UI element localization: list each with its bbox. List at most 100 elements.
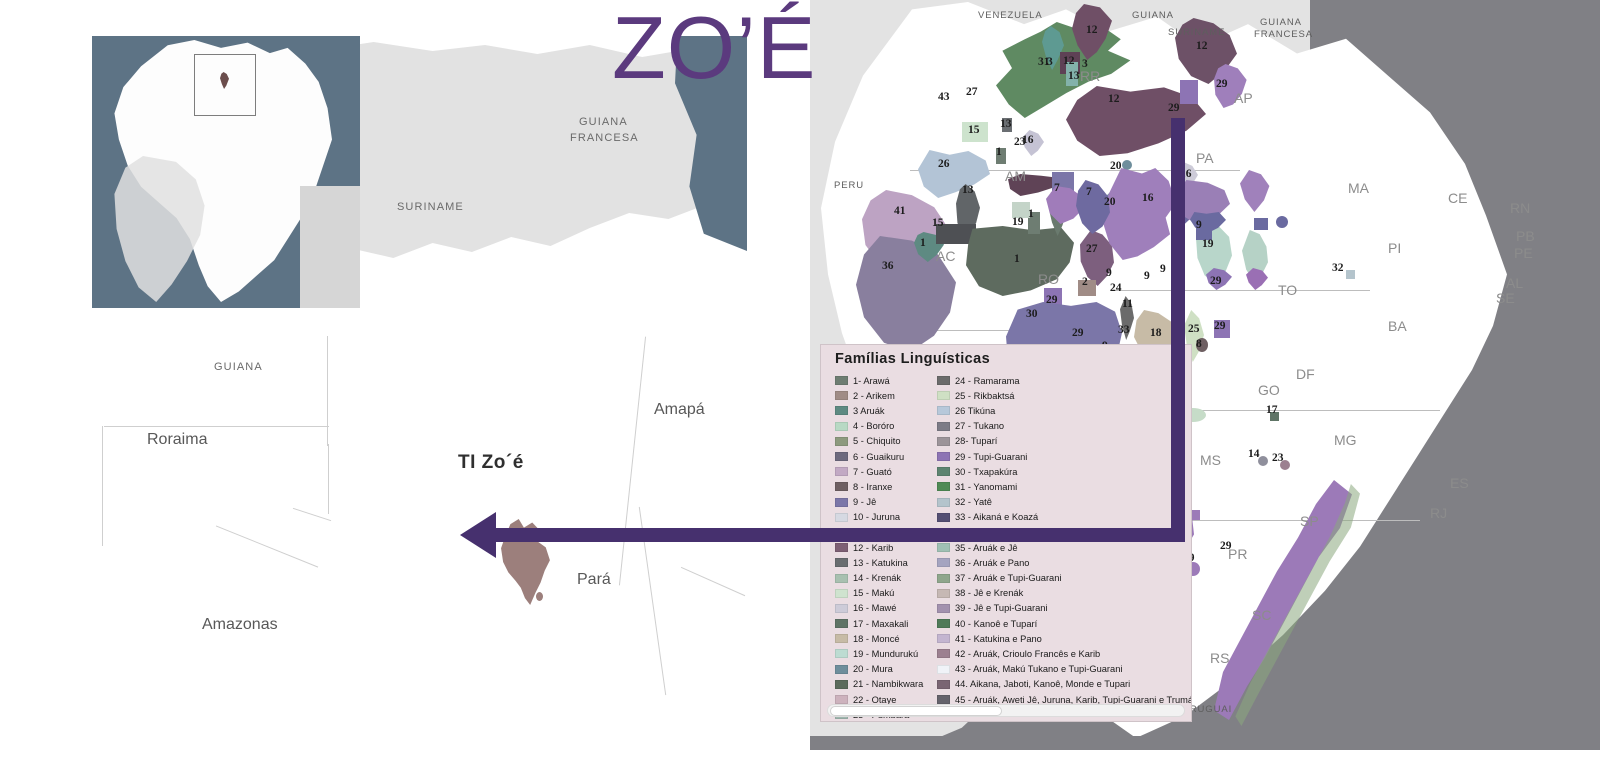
state-label-mg: MG [1334,432,1357,448]
territory-je-9-ma4 [1276,216,1288,228]
territory-number-14: 14 [1248,448,1260,460]
locator-highlight-box [194,54,256,116]
legend-swatch-40 [937,619,950,629]
legend-swatch-21 [835,679,848,689]
border-amazonas-west [102,426,104,546]
state-label-para: Pará [577,571,611,588]
border-roraima-para [327,336,329,446]
territory-number-20b: 20 [1104,196,1116,208]
legend-swatch-3 [835,406,848,416]
territory-number-29e: 29 [1072,327,1084,339]
state-label-pb: PB [1516,228,1535,244]
legend-item-15: 15 - Makú [835,586,931,601]
legend-swatch-38 [937,588,950,598]
state-label-amapa: Amapá [654,401,705,418]
territory-mawe-16-pa [1022,130,1044,156]
legend-label-3: 3 Aruák [853,405,885,416]
state-boundaries-overlay [910,170,1240,171]
legend-swatch-42 [937,649,950,659]
legend-label-26: 26 Tikúna [955,405,996,416]
legend-label-40: 40 - Kanoê e Tuparí [955,618,1038,629]
territory-number-1b: 1 [1028,208,1034,220]
legend-swatch-12 [835,543,848,553]
state-label-pe: PE [1514,245,1533,261]
border-amazonas-para-lower [292,507,332,522]
legend-item-32: 32 - Yatê [937,495,1191,510]
state-label-pi: PI [1388,240,1402,256]
legend-item-27: 27 - Tukano [937,419,1191,434]
territory-number-23a: 23 [1014,136,1026,148]
legend-swatch-29 [937,452,950,462]
legend-swatch-1 [835,376,848,386]
territory-katukina-13 [1002,118,1012,132]
state-boundary-2 [1110,290,1370,291]
legend-label-35: 35 - Aruák e Jê [955,542,1018,553]
state-label-ma: MA [1348,180,1369,196]
territory-number-1c: 1 [1014,253,1020,265]
territory-arawa-1-small [1028,212,1040,234]
map-country-label-guiana: GUIANA [1132,10,1174,21]
legend-item-43: 43 - Aruák, Makú Tukano e Tupi-Guarani [937,662,1191,677]
state-label-am: AM [1005,168,1026,184]
territory-number-16c: 16 [1022,134,1034,146]
legend-item-9: 9 - Jê [835,495,931,510]
legend-label-5: 5 - Chiquito [853,436,901,447]
legend-item-16: 16 - Mawé [835,601,931,616]
state-label-rn: RN [1510,200,1531,216]
annotation-arrow-horizontal-segment [478,528,1178,542]
legend-item-20: 20 - Mura [835,662,931,677]
map-country-label-uruguai: URUGUAI [1182,704,1233,715]
legend-item-18: 18 - Moncé [835,631,931,646]
legend-swatch-8 [835,482,848,492]
territory-number-29c: 29 [1210,275,1222,287]
legend-item-35: 35 - Aruák e Jê [937,540,1191,555]
legend-item-26: 26 Tikúna [937,403,1191,418]
country-label-suriname: SURINAME [397,201,464,213]
territory-number-15a: 15 [968,124,980,136]
legend-swatch-37 [937,573,950,583]
territory-maku-15b [936,224,976,244]
territory-number-12a: 12 [1086,24,1098,36]
legend-label-4: 4 - Boróro [853,421,895,432]
legend-label-19: 19 - Mundurukú [853,648,919,659]
legend-item-30: 30 - Txapakúra [937,464,1191,479]
territory-number-3b: 3 [1082,58,1088,70]
territory-number-26: 26 [938,158,950,170]
territory-je-9-ma2 [1196,218,1212,240]
legend-item-40: 40 - Kanoê e Tuparí [937,616,1191,631]
legend-item-38: 38 - Jê e Krenák [937,586,1191,601]
legend-label-20: 20 - Mura [853,664,893,675]
legend-swatch-32 [937,497,950,507]
legend-swatch-15 [835,588,848,598]
state-label-ro: RO [1038,271,1059,287]
legend-label-14: 14 - Krenák [853,573,902,584]
territory-number-29d: 29 [1046,294,1058,306]
legend-scrollbar-thumb[interactable] [830,706,1002,716]
state-label-se: SE [1496,290,1515,306]
territory-number-29i: 29 [1220,540,1232,552]
state-label-to: TO [1278,282,1298,298]
territory-number-30: 30 [1026,308,1038,320]
legend-item-13: 13 - Katukina [835,555,931,570]
territory-iranxe-8 [1196,338,1208,352]
legend-item-33: 33 - Aikaná e Koazá [937,510,1191,525]
territory-number-16b: 16 [1180,168,1192,180]
legend-label-32: 32 - Yatê [955,497,992,508]
territory-number-24: 24 [1110,282,1122,294]
brazil-thematic-map: VENEZUELA GUIANA SURINAME GUIANA FRANCES… [810,0,1600,750]
territory-je-9-ma3 [1254,218,1268,230]
legend-item-31: 31 - Yanomami [937,479,1191,494]
state-label-ce: CE [1448,190,1468,206]
country-label-guiana-francesa-l1: GUIANA [579,116,628,128]
territory-number-36: 36 [882,260,894,272]
legend-horizontal-scrollbar[interactable] [827,704,1185,717]
territory-tupiguarani-29-mt-dot [1190,510,1200,520]
territory-number-25: 25 [1188,323,1200,335]
legend-label-10: 10 - Juruna [853,512,901,523]
territory-number-33: 33 [1118,324,1130,336]
legend-item-7: 7 - Guató [835,464,931,479]
territory-number-32: 32 [1332,262,1344,274]
legend-label-45: 45 - Aruák, Aweti Jê, Juruna, Karib, Tup… [955,694,1192,705]
state-label-sc: SC [1252,607,1272,623]
state-boundary-4 [1140,410,1440,411]
